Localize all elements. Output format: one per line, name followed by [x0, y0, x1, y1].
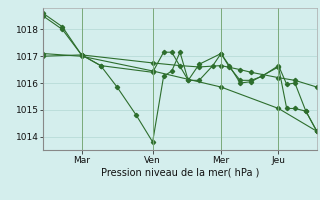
X-axis label: Pression niveau de la mer( hPa ): Pression niveau de la mer( hPa )	[101, 167, 259, 177]
